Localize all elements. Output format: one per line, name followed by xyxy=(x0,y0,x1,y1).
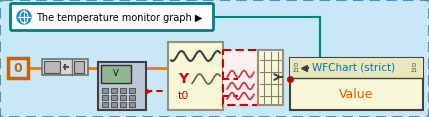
FancyBboxPatch shape xyxy=(102,88,108,93)
Text: D
21: D 21 xyxy=(411,63,418,73)
FancyBboxPatch shape xyxy=(129,102,135,107)
FancyBboxPatch shape xyxy=(111,88,117,93)
FancyBboxPatch shape xyxy=(10,4,214,31)
FancyBboxPatch shape xyxy=(290,58,423,110)
Circle shape xyxy=(17,10,31,24)
Text: V: V xyxy=(113,69,119,79)
FancyBboxPatch shape xyxy=(44,61,60,73)
FancyBboxPatch shape xyxy=(120,95,126,100)
FancyBboxPatch shape xyxy=(42,59,88,75)
Text: t0: t0 xyxy=(178,91,189,101)
Text: WFChart (strict): WFChart (strict) xyxy=(312,63,395,73)
Text: 0: 0 xyxy=(14,62,22,75)
FancyBboxPatch shape xyxy=(258,50,283,105)
Text: Y: Y xyxy=(178,72,188,86)
FancyBboxPatch shape xyxy=(102,95,108,100)
FancyBboxPatch shape xyxy=(129,88,135,93)
Text: D
21: D 21 xyxy=(293,63,300,73)
FancyBboxPatch shape xyxy=(120,102,126,107)
FancyBboxPatch shape xyxy=(290,58,423,78)
FancyBboxPatch shape xyxy=(168,42,223,110)
FancyBboxPatch shape xyxy=(74,61,84,73)
FancyBboxPatch shape xyxy=(111,102,117,107)
Text: Value: Value xyxy=(339,88,374,101)
FancyBboxPatch shape xyxy=(111,95,117,100)
FancyBboxPatch shape xyxy=(102,102,108,107)
FancyBboxPatch shape xyxy=(101,65,131,83)
FancyBboxPatch shape xyxy=(223,50,258,105)
FancyBboxPatch shape xyxy=(129,95,135,100)
FancyBboxPatch shape xyxy=(98,62,146,110)
FancyBboxPatch shape xyxy=(8,58,28,78)
FancyBboxPatch shape xyxy=(120,88,126,93)
Text: The temperature monitor graph ▶: The temperature monitor graph ▶ xyxy=(36,13,202,23)
